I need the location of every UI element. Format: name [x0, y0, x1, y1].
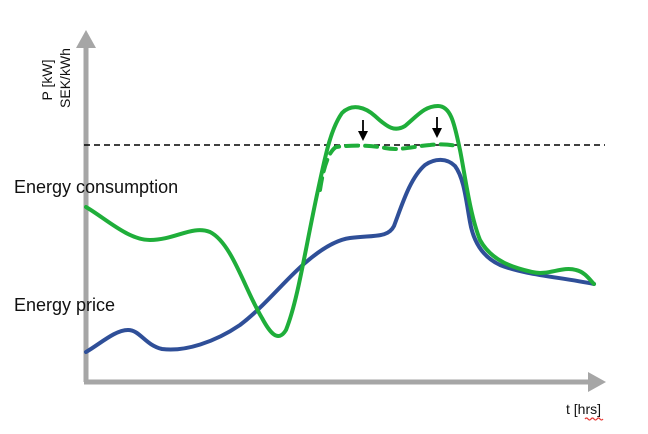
peak-shaving-arrow-left [358, 120, 368, 141]
y-axis-arrowhead [76, 30, 96, 48]
energy-consumption-label: Energy consumption [14, 177, 178, 197]
energy-consumption-curve [84, 103, 596, 338]
energy-price-label: Energy price [14, 295, 115, 315]
spellcheck-underline [584, 417, 604, 421]
peak-shaving-arrow-right [432, 117, 442, 138]
y-axis-label-power: P [kW] [39, 60, 55, 101]
peak-shaved-consumption-dashed [318, 142, 458, 192]
x-axis-arrowhead [588, 372, 606, 392]
y-axis-label-price: SEK/kWh [57, 48, 73, 108]
x-axis-unit: hrs [578, 401, 597, 417]
energy-price-curve [84, 157, 596, 354]
x-axis-label: t [hrs] [566, 401, 601, 417]
